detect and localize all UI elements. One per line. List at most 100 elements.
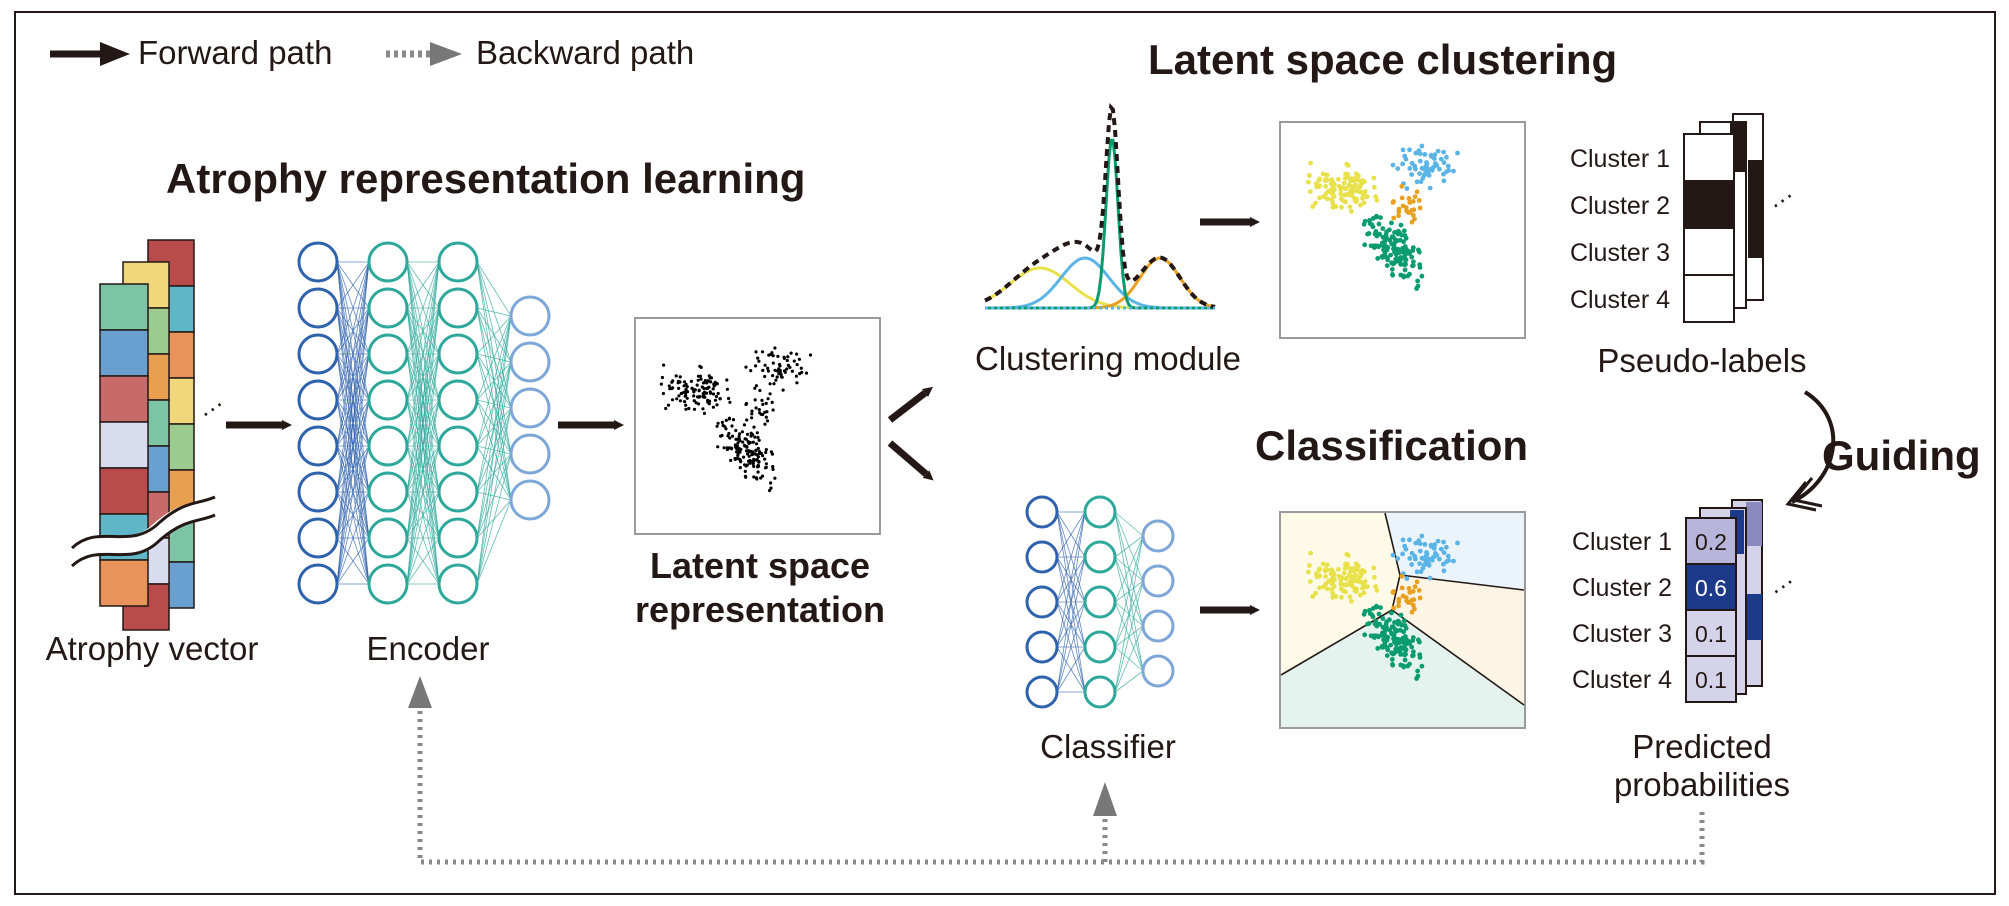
scatter-point [1330, 200, 1336, 206]
scatter-point [1416, 148, 1422, 154]
scatter-point [1427, 575, 1433, 581]
scatter-point [1371, 243, 1377, 249]
scatter-point [742, 423, 747, 427]
network-node [1025, 540, 1059, 574]
scatter-point [754, 350, 758, 354]
scatter-point [1446, 168, 1452, 173]
network-connection [406, 353, 440, 585]
prob-card-back-fill [1746, 594, 1762, 640]
prob-cell [1685, 563, 1737, 611]
scatter-point [1323, 176, 1328, 182]
scatter-point [1390, 272, 1396, 278]
pseudo-label-cell [1683, 227, 1735, 276]
scatter-point [1409, 609, 1415, 615]
network-connection [476, 315, 512, 585]
network-connection [336, 261, 370, 355]
scatter-point [760, 350, 765, 354]
network-connection [406, 399, 440, 585]
scatter-point [1441, 171, 1446, 177]
title-clustering: Latent space clustering [1148, 36, 1617, 83]
scatter-point [1402, 262, 1407, 268]
scatter-point [1316, 177, 1322, 183]
scatter-point [709, 380, 713, 384]
scatter-point [1339, 575, 1345, 581]
scatter-point [713, 398, 718, 402]
scatter-point [1389, 610, 1394, 616]
scatter-point [662, 363, 666, 367]
scatter-point [1391, 605, 1397, 611]
scatter-point [1402, 657, 1408, 663]
scatter-point [1373, 584, 1378, 589]
network-connection [1114, 511, 1144, 537]
scatter-point [1441, 178, 1447, 184]
scatter-point [1419, 273, 1425, 279]
scatter-point [1323, 566, 1328, 572]
scatter-point [677, 386, 681, 390]
scatter-point [763, 363, 767, 367]
scatter-point [682, 380, 687, 384]
network-connection [476, 453, 512, 585]
network-node [1083, 540, 1117, 574]
scatter-point [773, 346, 777, 350]
scatter-point [1324, 562, 1330, 568]
scatter-point [696, 402, 701, 406]
scatter-point [1390, 162, 1396, 168]
scatter-point [1416, 538, 1422, 544]
scatter-point [1415, 283, 1421, 289]
network-node [297, 471, 339, 513]
network-node [297, 287, 339, 329]
scatter-point [1338, 586, 1344, 592]
scatter-point [695, 383, 699, 387]
network-connection [336, 261, 370, 309]
scatter-point [1344, 551, 1350, 557]
scatter-point [1405, 273, 1411, 279]
scatter-point [1384, 247, 1390, 253]
scatter-point [1441, 160, 1447, 166]
scatter-point [660, 375, 665, 380]
pseudo-label-cell [1683, 274, 1735, 323]
scatter-point [1407, 556, 1413, 561]
network-node [437, 517, 479, 559]
scatter-point [1390, 261, 1396, 267]
network-node [1141, 519, 1175, 553]
network-connection [1114, 580, 1144, 693]
scatter-point [1441, 568, 1447, 574]
network-connection [1056, 556, 1086, 693]
scatter-point [1407, 166, 1413, 171]
scatter-point [790, 369, 795, 373]
scatter-point [1356, 173, 1361, 179]
scatter-point [771, 408, 775, 412]
scatter-point [707, 374, 711, 378]
scatter-point [1339, 204, 1344, 210]
scatter-point [1392, 627, 1398, 632]
ellipsis-predicted: ··· [1764, 567, 1801, 604]
atrophy-vector-cell [99, 283, 149, 331]
scatter-point [1424, 160, 1429, 165]
network-node [1025, 630, 1059, 664]
scatter-point [1419, 663, 1425, 669]
scatter-point [1384, 637, 1390, 643]
network-node [509, 387, 551, 429]
scatter-point [1403, 595, 1409, 600]
scatter-point [1407, 200, 1413, 205]
classified-scatter [1306, 533, 1460, 681]
scatter-point [775, 375, 779, 379]
scatter-point [1409, 254, 1415, 260]
scatter-point [1435, 538, 1441, 544]
scatter-point [1339, 185, 1345, 191]
scatter-point [764, 415, 768, 419]
scatter-point [797, 357, 802, 361]
scatter-point [725, 446, 729, 450]
scatter-point [1380, 226, 1386, 231]
scatter-point [678, 375, 682, 379]
scatter-point [1437, 556, 1442, 562]
scatter-point [1417, 205, 1423, 211]
scatter-point [1416, 637, 1421, 643]
scatter-point [1307, 173, 1312, 178]
scatter-point [723, 425, 727, 429]
network-connection [476, 315, 512, 355]
scatter-point [1392, 230, 1397, 235]
network-connection [476, 407, 512, 585]
scatter-point [768, 488, 772, 493]
